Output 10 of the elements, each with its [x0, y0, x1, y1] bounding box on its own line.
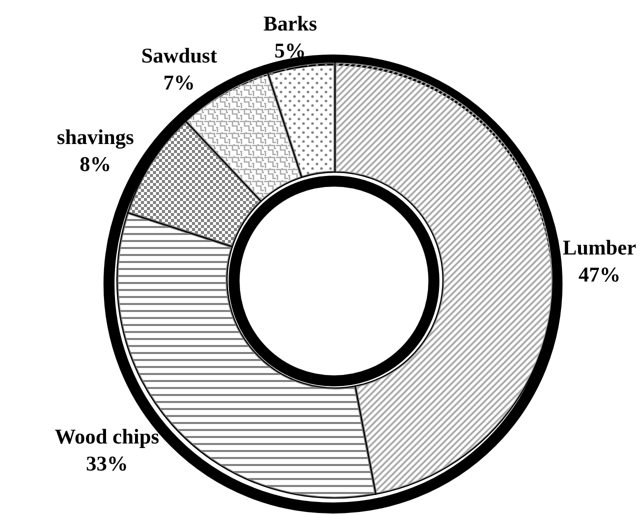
slice-label: Wood chips: [54, 424, 160, 448]
data-label: 5%: [274, 38, 306, 63]
slice-label: Barks: [263, 12, 318, 36]
data-label: 47%: [578, 262, 620, 286]
slice-label: Sawdust: [141, 43, 218, 68]
data-label: 33%: [86, 451, 128, 476]
data-label: 8%: [80, 152, 112, 176]
data-label: 7%: [163, 70, 195, 94]
slice-label: Lumber: [562, 235, 636, 260]
slice-label: shavings: [56, 124, 134, 149]
